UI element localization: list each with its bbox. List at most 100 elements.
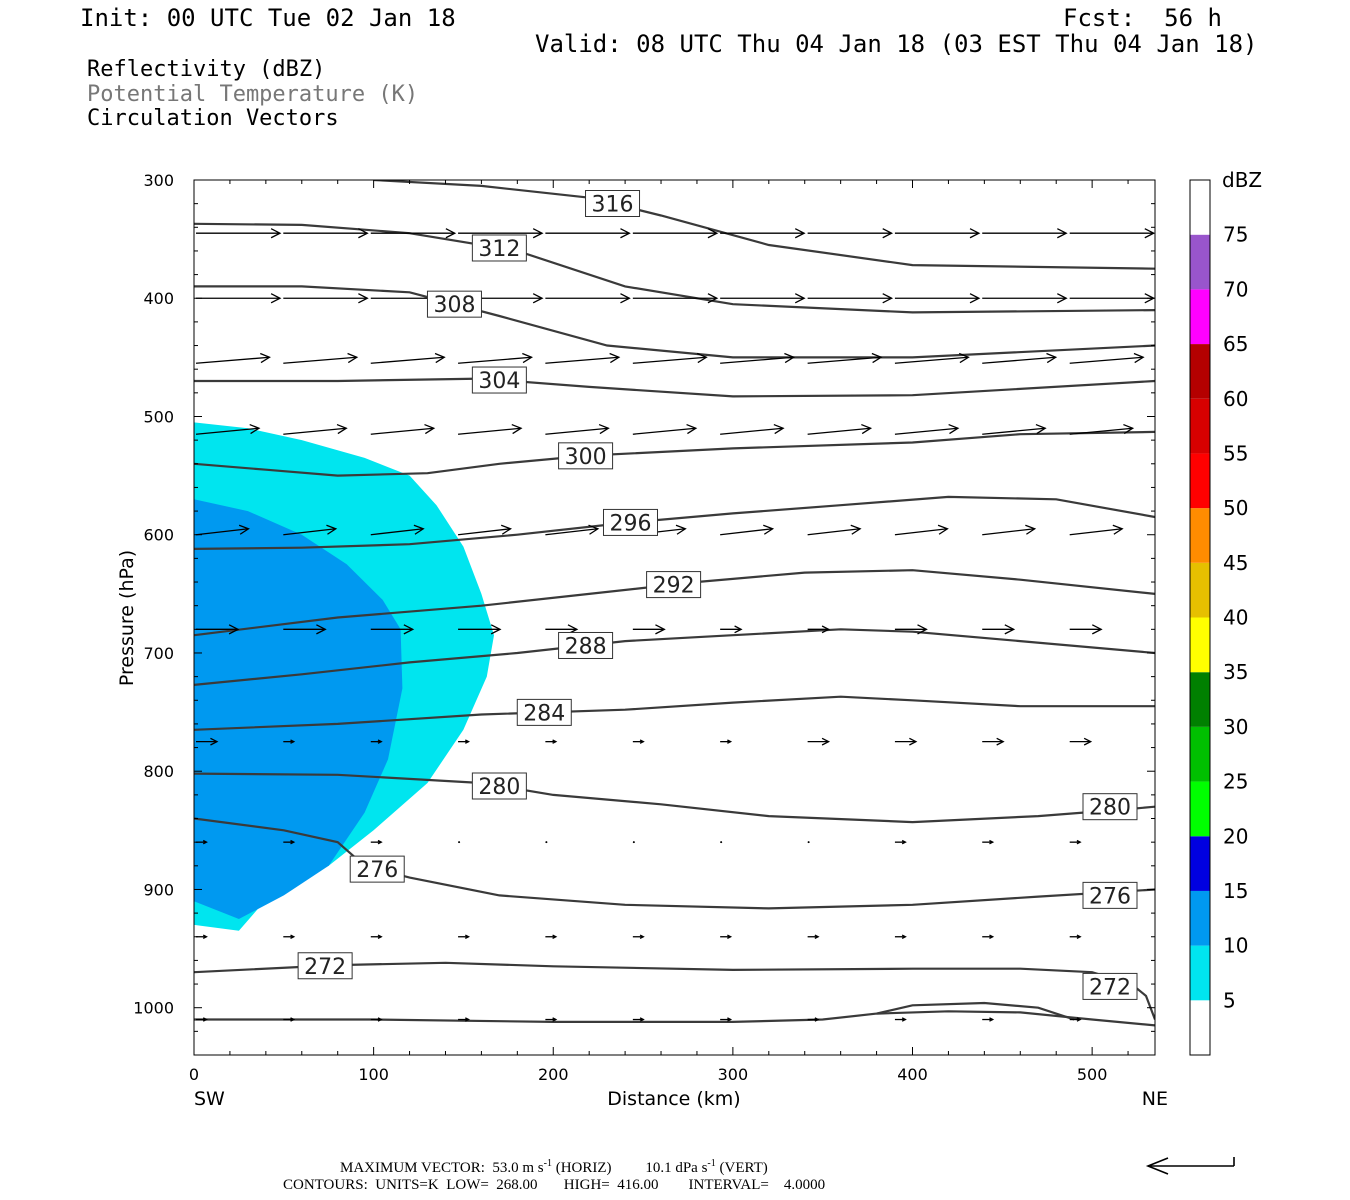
circulation-vector: [545, 293, 631, 304]
circulation-vector: [807, 934, 820, 940]
colorbar-tick-label: 10: [1223, 934, 1248, 958]
theta-contour-312: [194, 222, 1155, 314]
contour-label-right-280: 280: [1082, 793, 1138, 821]
y-tick-label: 700: [143, 644, 174, 663]
colorbar-segment: [1190, 1000, 1210, 1055]
circulation-vector: [283, 934, 296, 940]
circulation-vector: [807, 293, 894, 304]
contour-label-300: 300: [558, 442, 614, 470]
colorbar-segment: [1190, 234, 1210, 290]
circulation-vector: [283, 624, 327, 635]
colorbar-tick-label: 35: [1223, 660, 1248, 684]
circulation-vector: [545, 841, 548, 844]
colorbar-segment: [1190, 617, 1210, 673]
circulation-vector: [196, 228, 282, 239]
circulation-vector: [458, 934, 471, 940]
circulation-vector: [982, 839, 995, 845]
circulation-vector: [370, 1017, 383, 1022]
colorbar-unit: dBZ: [1222, 168, 1262, 192]
axes: 300 400 500 600 700 800 900 1000 0 100 200 300 400 50…: [133, 171, 1155, 1084]
contour-label-304: 304: [471, 366, 527, 394]
circulation-vector: [720, 293, 806, 304]
circulation-vector: [1157, 1018, 1168, 1021]
circulation-vector: [894, 737, 918, 746]
circulation-vector: [370, 423, 436, 435]
valid-time: Valid: 08 UTC Thu 04 Jan 18 (03 EST Thu …: [535, 30, 1258, 58]
circulation-vector: [632, 228, 719, 239]
circulation-vector: [720, 625, 743, 634]
svg-text:280: 280: [478, 775, 520, 800]
circulation-vector: [458, 841, 461, 844]
circulation-vector: [1157, 625, 1189, 634]
circulation-vector: [720, 841, 723, 844]
reflectivity-fill: [194, 422, 494, 931]
contour-label-308: 308: [426, 290, 482, 318]
svg-text:276: 276: [1089, 884, 1131, 909]
circulation-vector: [283, 739, 296, 744]
theta-contour-300: [194, 430, 1155, 477]
circulation-vector: [982, 228, 1068, 239]
colorbar-frame: [1189, 179, 1211, 1056]
svg-text:316: 316: [592, 193, 634, 218]
svg-text:284: 284: [523, 701, 565, 726]
circulation-vector: [632, 352, 708, 364]
circulation-vector: [720, 228, 806, 239]
footer-contours: CONTOURS: UNITS=K LOW= 268.00 HIGH= 416.…: [283, 1177, 826, 1193]
circulation-vector: [370, 839, 383, 845]
circulation-vector: [458, 739, 471, 744]
circulation-vector: [1069, 293, 1155, 304]
circulation-vector: [196, 624, 240, 635]
circulation-vector: [195, 423, 261, 435]
circulation-vector: [720, 739, 733, 744]
y-tick-label: 1000: [133, 999, 174, 1018]
x-tick-label: 300: [718, 1065, 749, 1084]
circulation-vector: [720, 524, 775, 536]
reflectivity-region-10: [194, 499, 403, 919]
circulation-vector: [1069, 352, 1145, 364]
circulation-vector: [370, 624, 415, 635]
theta-contour-304: [194, 377, 1155, 398]
svg-text:300: 300: [565, 445, 607, 470]
circulation-vector: [720, 352, 796, 364]
circulation-vector: [1069, 737, 1093, 746]
contour-label-276: 276: [349, 855, 405, 883]
circulation-vector: [894, 423, 960, 435]
circulation-vector: [982, 934, 995, 940]
contour-label-284: 284: [516, 698, 572, 726]
circulation-vector: [720, 1017, 733, 1022]
contour-label-292: 292: [646, 571, 702, 599]
circulation-vector: [196, 737, 219, 746]
contour-label-280: 280: [471, 772, 527, 800]
circulation-vector: [807, 737, 831, 746]
svg-text:304: 304: [478, 369, 520, 394]
circulation-vector: [545, 423, 610, 435]
x-tick-label: 200: [538, 1065, 569, 1084]
colorbar-tick-label: 15: [1223, 879, 1248, 903]
footer-max-vector: MAXIMUM VECTOR: 53.0 m s-1 (HORIZ) 10.1 …: [340, 1158, 768, 1176]
circulation-vector: [545, 1017, 558, 1022]
svg-text:288: 288: [565, 634, 607, 659]
colorbar-tick-label: 50: [1223, 496, 1248, 520]
colorbar-tick-label: 75: [1223, 223, 1248, 247]
colorbar-tick-label: 45: [1223, 551, 1248, 575]
circulation-vector: [370, 934, 383, 940]
y-tick-label: 500: [143, 407, 174, 426]
x-left-end-label: SW: [194, 1088, 225, 1110]
init-time: Init: 00 UTC Tue 02 Jan 18: [80, 4, 456, 32]
circulation-vector: [1157, 935, 1168, 938]
contour-label-296: 296: [602, 508, 658, 536]
circulation-vector: [1069, 423, 1135, 435]
circulation-vector: [1157, 738, 1178, 745]
circulation-vector: [894, 839, 907, 845]
svg-text:280: 280: [1089, 796, 1131, 821]
x-tick-label: 100: [358, 1065, 389, 1084]
colorbar-tick-label: 40: [1223, 606, 1248, 630]
y-tick-label: 900: [143, 880, 174, 899]
colorbar-tick-label: 55: [1223, 441, 1248, 465]
colorbar-segment: [1190, 344, 1210, 399]
colorbar-tick-label: 20: [1223, 824, 1248, 848]
reference-vector-arrow: [1145, 1157, 1235, 1175]
circulation-vector: [894, 524, 949, 536]
circulation-vector: [458, 228, 544, 239]
legend-theta: Potential Temperature (K): [87, 82, 419, 107]
